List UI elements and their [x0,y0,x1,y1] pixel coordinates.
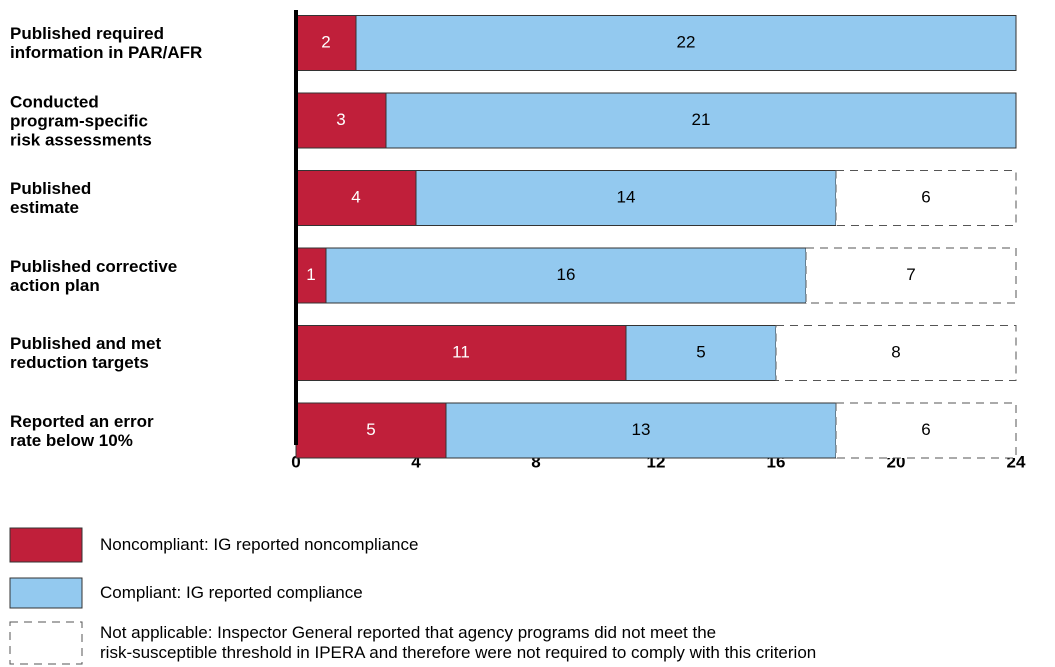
data-label: 5 [366,420,375,439]
legend-label: Noncompliant: IG reported noncompliance [100,535,419,554]
data-label: 11 [452,342,470,361]
data-label: 6 [921,420,930,439]
legend-swatch [9,621,83,665]
category-label: Published estimate [10,179,92,217]
data-label: 5 [696,342,705,361]
x-tick-label: 0 [291,452,300,471]
category-label: Reported an error rate below 10% [10,411,154,450]
bar-segment [445,402,837,459]
data-label: 16 [557,265,576,284]
bar-segment [295,325,627,381]
category-label: Published required information in PAR/AF… [10,24,203,62]
bar-segment [775,325,1017,381]
bar-segment [625,325,777,381]
bar-segment [835,170,1017,226]
bar-segment [805,247,1017,304]
data-label: 21 [692,110,711,129]
category-label: Conducted program-specific risk assessme… [10,92,152,149]
bar-segment [295,170,417,226]
data-label: 1 [306,265,315,284]
legend-label: Compliant: IG reported compliance [100,583,363,602]
data-label: 7 [906,265,915,284]
bar-segment [355,15,1017,71]
bar-segment [325,247,807,304]
data-label: 3 [336,110,345,129]
bar-segment [835,402,1017,459]
legend-swatch [9,577,83,609]
category-label: Published and met reduction targets [10,334,162,372]
bar-segment [385,92,1017,149]
data-label: 6 [921,187,930,206]
category-label: Published corrective action plan [10,256,178,295]
legend-swatch [9,527,83,563]
data-label: 14 [617,187,636,206]
data-label: 8 [891,342,900,361]
x-tick-label: 4 [411,452,421,471]
legend-label: Not applicable: Inspector General report… [100,623,817,662]
x-tick-label: 8 [531,452,540,471]
data-label: 4 [351,187,360,206]
data-label: 2 [321,32,330,51]
data-label: 13 [632,420,651,439]
bar-segment [415,170,837,226]
data-label: 22 [677,32,696,51]
